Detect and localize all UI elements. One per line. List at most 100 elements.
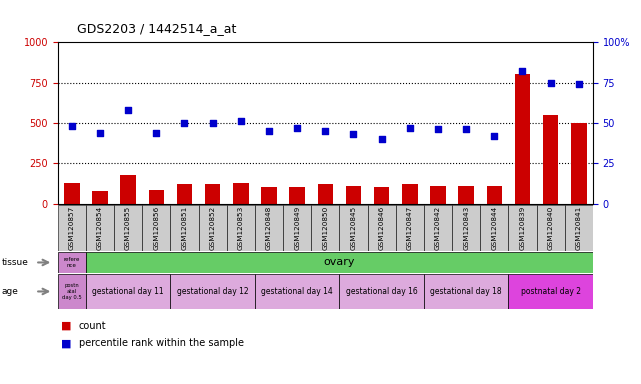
Point	[123, 107, 133, 113]
Bar	[289, 187, 305, 204]
Point	[236, 118, 246, 124]
Bar	[121, 175, 136, 204]
Bar	[64, 182, 79, 204]
Bar	[205, 184, 221, 204]
Point	[151, 129, 162, 136]
Text: postnatal day 2: postnatal day 2	[520, 287, 581, 296]
Text: GSM120849: GSM120849	[294, 206, 300, 250]
Text: postn
atal
day 0.5: postn atal day 0.5	[62, 283, 81, 300]
Bar	[58, 252, 86, 273]
Bar	[149, 190, 164, 204]
Bar	[227, 205, 255, 251]
Bar	[374, 187, 389, 204]
Text: GSM120839: GSM120839	[519, 206, 526, 250]
Text: tissue: tissue	[1, 258, 28, 267]
Bar	[571, 123, 587, 204]
Point	[95, 129, 105, 136]
Bar	[177, 184, 192, 204]
Text: GSM120856: GSM120856	[153, 206, 159, 250]
Bar	[92, 190, 108, 204]
Point	[376, 136, 387, 142]
Point	[404, 125, 415, 131]
Text: gestational day 18: gestational day 18	[430, 287, 502, 296]
Bar	[262, 187, 277, 204]
Bar	[283, 205, 312, 251]
Text: gestational day 11: gestational day 11	[92, 287, 164, 296]
Bar	[543, 115, 558, 204]
Bar	[317, 184, 333, 204]
Bar	[508, 274, 593, 309]
Bar	[86, 205, 114, 251]
Bar	[339, 205, 367, 251]
Text: GSM120852: GSM120852	[210, 206, 215, 250]
Bar	[515, 74, 530, 204]
Bar	[171, 205, 199, 251]
Text: ■: ■	[61, 321, 71, 331]
Point	[574, 81, 584, 87]
Bar	[114, 205, 142, 251]
Point	[433, 126, 443, 132]
Bar	[452, 205, 480, 251]
Text: gestational day 12: gestational day 12	[177, 287, 249, 296]
Text: percentile rank within the sample: percentile rank within the sample	[79, 338, 244, 348]
Bar	[402, 184, 417, 204]
Point	[461, 126, 471, 132]
Text: gestational day 14: gestational day 14	[262, 287, 333, 296]
Point	[489, 133, 499, 139]
Bar	[58, 205, 86, 251]
Text: GSM120850: GSM120850	[322, 206, 328, 250]
Bar	[458, 186, 474, 204]
Bar	[367, 205, 395, 251]
Text: GSM120857: GSM120857	[69, 206, 75, 250]
Text: GSM120855: GSM120855	[125, 206, 131, 250]
Point	[517, 68, 528, 74]
Point	[67, 123, 77, 129]
Text: GSM120840: GSM120840	[547, 206, 554, 250]
Text: GDS2203 / 1442514_a_at: GDS2203 / 1442514_a_at	[77, 22, 237, 35]
Text: GSM120846: GSM120846	[379, 206, 385, 250]
Point	[348, 131, 358, 137]
Text: GSM120847: GSM120847	[407, 206, 413, 250]
Text: GSM120848: GSM120848	[266, 206, 272, 250]
Bar	[171, 274, 255, 309]
Bar	[487, 186, 502, 204]
Bar	[58, 274, 86, 309]
Point	[208, 120, 218, 126]
Text: GSM120851: GSM120851	[181, 206, 187, 250]
Bar	[565, 205, 593, 251]
Point	[264, 128, 274, 134]
Text: GSM120842: GSM120842	[435, 206, 441, 250]
Text: GSM120854: GSM120854	[97, 206, 103, 250]
Bar	[199, 205, 227, 251]
Text: gestational day 16: gestational day 16	[345, 287, 417, 296]
Point	[320, 128, 331, 134]
Text: GSM120844: GSM120844	[492, 206, 497, 250]
Text: GSM120843: GSM120843	[463, 206, 469, 250]
Text: age: age	[1, 287, 18, 296]
Bar	[537, 205, 565, 251]
Bar	[312, 205, 339, 251]
Text: ovary: ovary	[324, 257, 355, 268]
Bar	[430, 186, 445, 204]
Text: GSM120853: GSM120853	[238, 206, 244, 250]
Point	[179, 120, 190, 126]
Bar	[424, 274, 508, 309]
Bar	[255, 274, 339, 309]
Text: count: count	[79, 321, 106, 331]
Bar	[424, 205, 452, 251]
Bar	[233, 182, 249, 204]
Bar	[508, 205, 537, 251]
Bar	[86, 274, 171, 309]
Text: ■: ■	[61, 338, 71, 348]
Point	[292, 125, 303, 131]
Text: refere
nce: refere nce	[63, 257, 80, 268]
Bar	[339, 274, 424, 309]
Bar	[255, 205, 283, 251]
Text: GSM120845: GSM120845	[351, 206, 356, 250]
Bar	[480, 205, 508, 251]
Bar	[345, 186, 362, 204]
Text: GSM120841: GSM120841	[576, 206, 582, 250]
Point	[545, 79, 556, 86]
Bar	[395, 205, 424, 251]
Bar	[142, 205, 171, 251]
